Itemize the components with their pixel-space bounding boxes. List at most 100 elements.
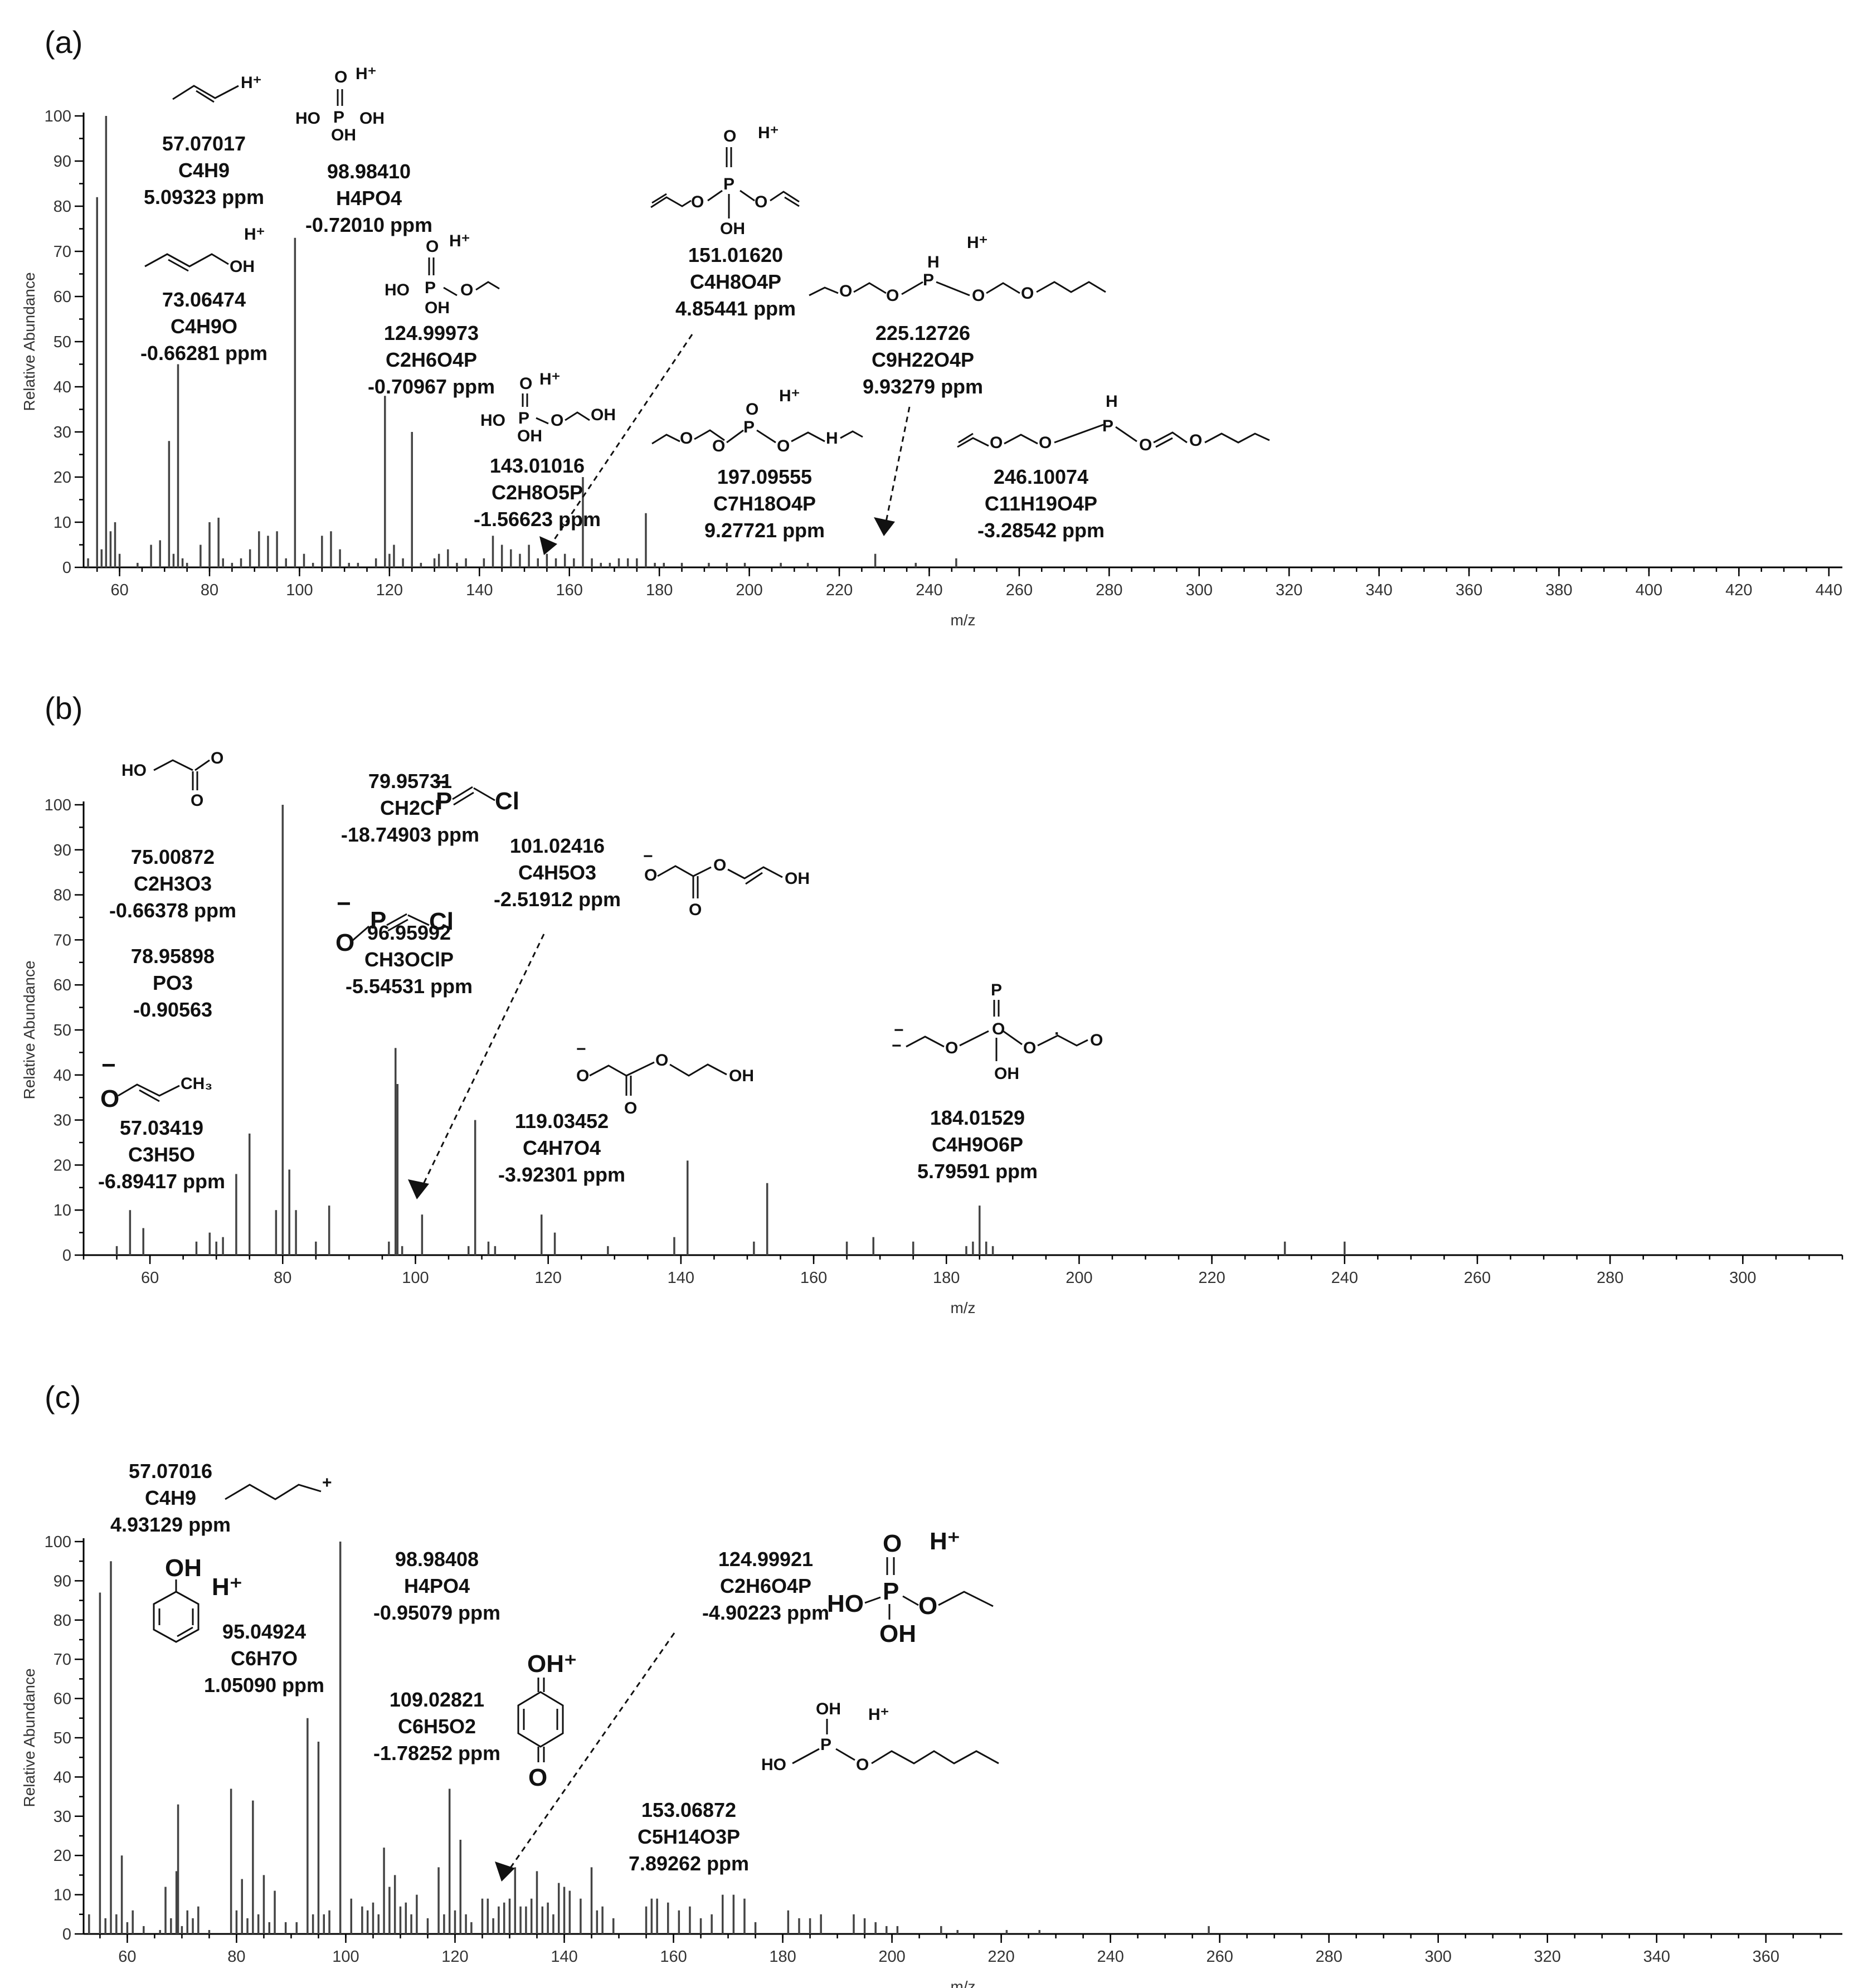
structure-ch3oclp-b: − P O Cl: [335, 890, 454, 956]
x-tick-label: 380: [1545, 581, 1572, 599]
y-axis-label: Relative Abundance: [21, 960, 38, 1099]
annotation-ppm: 5.09323 ppm: [144, 186, 264, 208]
struct-text: −: [101, 1052, 116, 1079]
annotation-formula: C9H22O4P: [872, 348, 974, 371]
y-tick-label: 60: [53, 1690, 71, 1708]
annotation-formula: PO3: [153, 971, 193, 994]
structure-c4h9o-a: H⁺ OH: [144, 225, 265, 276]
structure-c7h18o4p-a: H⁺ O O O P O H: [651, 387, 863, 455]
struct-text: P: [991, 981, 1002, 999]
struct-text: OH: [785, 869, 810, 888]
x-tick-label: 180: [646, 581, 673, 599]
y-tick-label: 90: [53, 842, 71, 859]
struct-text: O: [839, 282, 852, 300]
struct-text: H⁺: [539, 370, 561, 388]
arrow-124: [495, 1632, 675, 1882]
annotation-ppm: -2.51912 ppm: [494, 888, 621, 911]
structure-c4h9o6p-b: P O − − O O · O OH: [892, 981, 1103, 1083]
struct-text: O: [191, 791, 203, 810]
annotation-formula: C5H14O3P: [638, 1825, 740, 1848]
panel-b-label: (b): [45, 691, 82, 726]
struct-text: Cl: [495, 788, 519, 815]
annotation-mz: 75.00872: [131, 845, 215, 868]
struct-text: H⁺: [356, 65, 377, 83]
peak-annotation: 95.04924 C6H7O 1.05090 ppm: [204, 1620, 324, 1697]
struct-text: O: [990, 434, 1003, 452]
annotation-ppm: -0.95079 ppm: [373, 1601, 500, 1624]
struct-text: O: [691, 193, 704, 211]
struct-text: O: [886, 286, 899, 305]
structure-ch2cl-b: − P Cl: [435, 769, 519, 815]
struct-text: −: [643, 847, 653, 866]
annotation-formula: C4H9: [145, 1486, 196, 1509]
x-tick-label: 60: [141, 1269, 159, 1287]
annotation-formula: C2H3O3: [134, 872, 212, 895]
y-tick-label: 70: [53, 243, 71, 261]
peak-annotation: 98.98410 H4PO4 -0.72010 ppm: [305, 160, 432, 236]
peak-annotation: 109.02821 C6H5O2 -1.78252 ppm: [373, 1688, 500, 1765]
struct-text: O: [972, 286, 985, 305]
struct-text: P: [923, 271, 934, 289]
x-tick-label: 120: [441, 1948, 468, 1966]
struct-text: OH: [359, 109, 385, 128]
annotation-mz: 98.98408: [395, 1548, 479, 1571]
x-axis-label: m/z: [950, 1299, 975, 1316]
x-tick-label: 60: [110, 581, 128, 599]
peak-annotation: 246.10074 C11H19O4P -3.28542 ppm: [977, 465, 1105, 542]
annotation-ppm: -0.66378 ppm: [109, 899, 236, 922]
x-tick-label: 300: [1729, 1269, 1756, 1287]
annotation-formula: C4H9O6P: [932, 1133, 1023, 1156]
x-tick-label: 360: [1456, 581, 1482, 599]
x-tick-label: 240: [916, 581, 942, 599]
annotation-mz: 57.07017: [162, 132, 246, 155]
y-tick-label: 100: [45, 108, 71, 125]
struct-text: O: [918, 1592, 937, 1620]
struct-text: OH: [994, 1065, 1019, 1083]
struct-text: O: [755, 193, 767, 211]
x-tick-label: 180: [769, 1948, 796, 1966]
x-tick-label: 100: [332, 1948, 359, 1966]
structure-quinone-c: OH⁺ O: [517, 1650, 577, 1791]
x-tick-label: 140: [466, 581, 493, 599]
struct-text: H⁺: [758, 124, 779, 142]
struct-text: H: [826, 429, 838, 448]
struct-text: O: [519, 375, 532, 393]
x-tick-label: 280: [1096, 581, 1122, 599]
y-tick-label: 30: [53, 424, 71, 441]
structure-c4h9-a: H⁺: [172, 74, 262, 103]
x-axis-label: m/z: [950, 1978, 975, 1988]
panel-c: (c) 60 80 100 120 140 160 180 200 220 240 260 280 30…: [21, 1379, 1842, 1988]
peak-annotation: 151.01620 C4H8O4P 4.85441 ppm: [675, 244, 796, 320]
struct-text: O: [528, 1764, 547, 1791]
struct-text: H⁺: [779, 387, 800, 405]
annotation-formula: CH2Cl: [380, 796, 440, 819]
annotation-ppm: -3.28542 ppm: [977, 519, 1105, 542]
struct-text: O: [713, 856, 726, 874]
x-tick-label: 240: [1097, 1948, 1123, 1966]
x-axis-label: m/z: [950, 611, 975, 629]
struct-text: O: [1021, 284, 1034, 303]
peak-annotation: 73.06474 C4H9O -0.66281 ppm: [140, 288, 267, 364]
x-tick-label: 200: [736, 581, 762, 599]
x-tick-label: 200: [878, 1948, 905, 1966]
annotation-mz: 57.03419: [120, 1116, 203, 1139]
struct-text: H: [927, 253, 940, 271]
struct-text: −: [576, 1040, 586, 1058]
structure-c11h19o4p-a: H O O P O O: [957, 392, 1270, 454]
structure-h4po4-a: H⁺ O HO P OH OH: [295, 65, 385, 144]
annotation-ppm: 7.89262 ppm: [629, 1852, 749, 1875]
struct-text: O: [723, 127, 736, 145]
annotation-ppm: -4.90223 ppm: [702, 1601, 829, 1624]
struct-text: O: [1090, 1031, 1103, 1049]
struct-text: OH: [331, 126, 356, 144]
annotation-formula: C2H8O5P: [492, 481, 583, 504]
y-tick-label: 90: [53, 1572, 71, 1590]
x-tick-label: 400: [1636, 581, 1662, 599]
y-tick-label: 100: [45, 796, 71, 814]
structure-c4h7o4-b: − O O O OH: [576, 1040, 754, 1117]
struct-text: OH: [591, 406, 616, 424]
struct-text: −: [435, 769, 449, 796]
x-tick-label: 420: [1725, 581, 1752, 599]
annotation-formula: C4H7O4: [523, 1136, 601, 1159]
struct-text: HO: [827, 1590, 864, 1617]
